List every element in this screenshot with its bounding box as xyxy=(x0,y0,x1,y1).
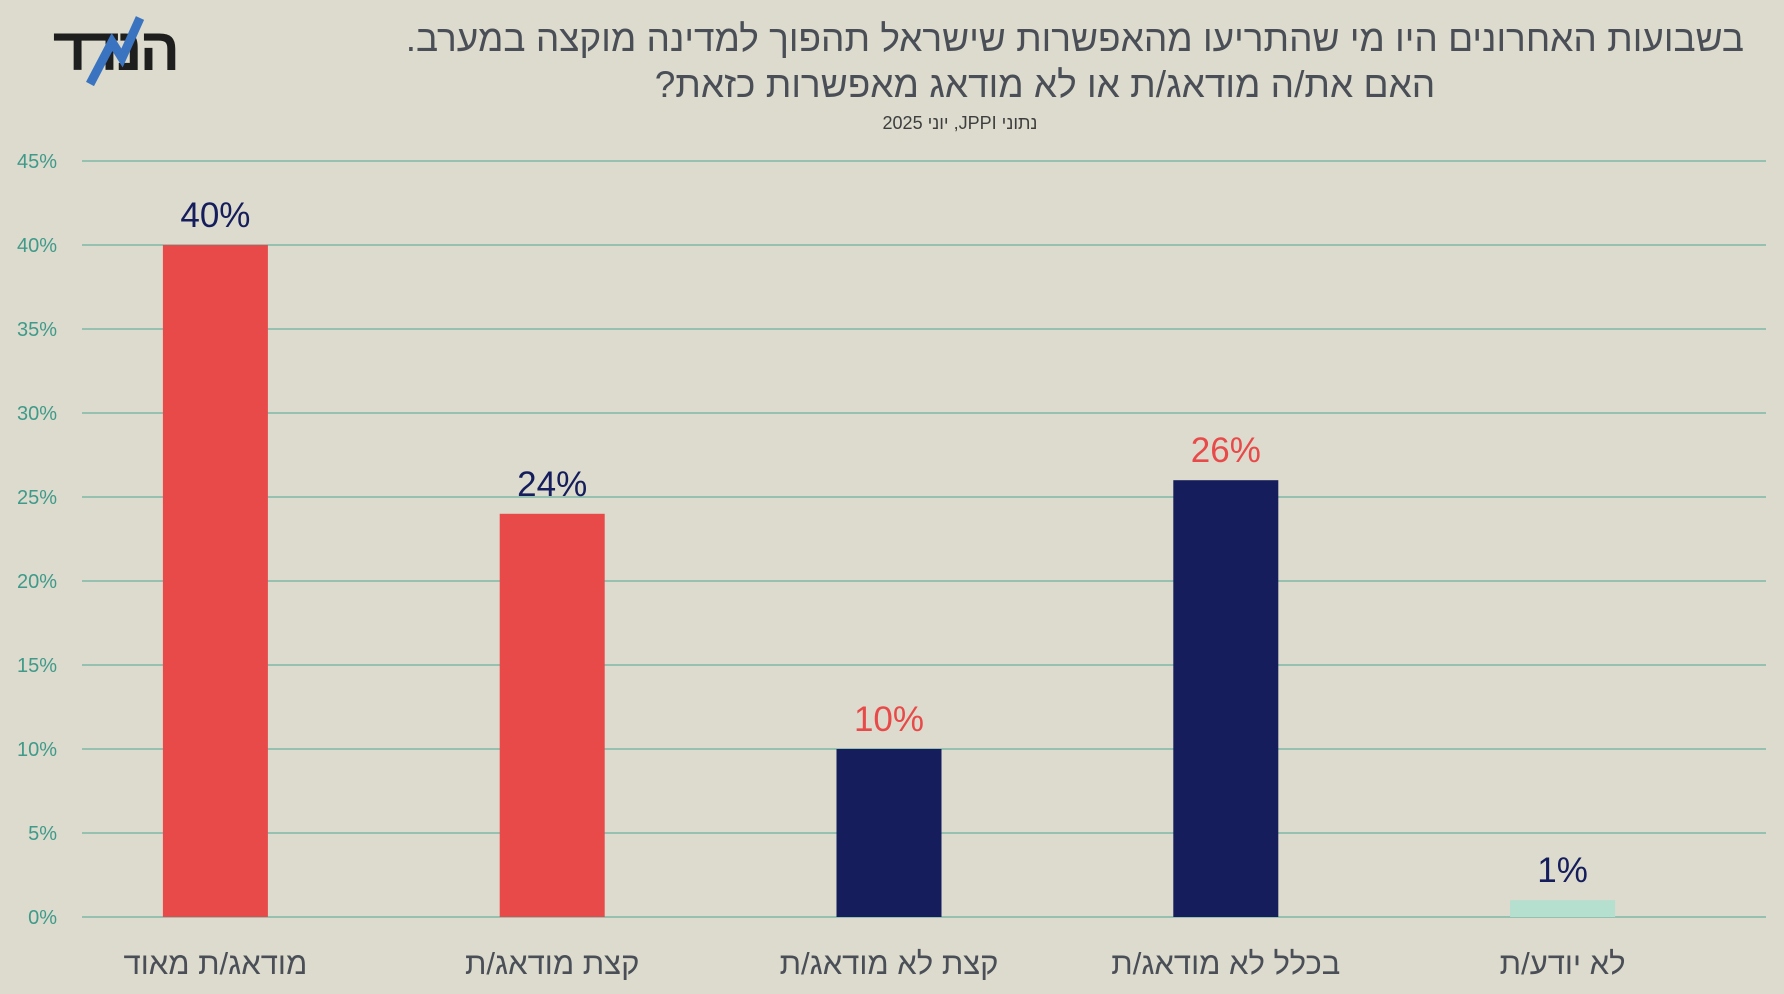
y-tick-label: 35% xyxy=(17,319,57,341)
y-tick-label: 15% xyxy=(17,655,57,677)
bar xyxy=(836,749,942,917)
x-category-label: קצת מודאג/ת xyxy=(465,946,639,981)
y-tick-label: 30% xyxy=(17,403,57,425)
x-category-label: לא יודע/ת xyxy=(1500,946,1626,981)
y-tick-label: 25% xyxy=(17,487,57,509)
y-tick-label: 40% xyxy=(17,235,57,257)
x-category-label: מודאג/ת מאוד xyxy=(124,946,308,981)
y-tick-label: 45% xyxy=(17,151,57,173)
data-label: 40% xyxy=(180,196,250,235)
bar xyxy=(162,245,268,917)
data-label: 26% xyxy=(1191,431,1261,470)
bar xyxy=(1510,900,1616,917)
chart-subtitle: נתוני JPPI, יוני 2025 xyxy=(882,113,1038,133)
y-tick-label: 5% xyxy=(28,823,57,845)
x-category-label: קצת לא מודאג/ת xyxy=(780,946,999,981)
logo-mark-icon xyxy=(86,16,145,87)
logo: הנדד xyxy=(22,14,182,90)
x-category-label: בכלל לא מודאג/ת xyxy=(1111,946,1340,981)
y-tick-label: 10% xyxy=(17,739,57,761)
bar xyxy=(499,513,605,917)
y-tick-label: 0% xyxy=(28,907,57,929)
data-label: 10% xyxy=(854,700,924,739)
bar xyxy=(1173,480,1279,917)
data-label: 1% xyxy=(1537,851,1588,890)
chart-title-line2: האם את/ה מודאג/ת או לא מודאג מאפשרות כזא… xyxy=(654,64,1436,105)
data-label: 24% xyxy=(517,465,587,504)
y-tick-label: 20% xyxy=(17,571,57,593)
chart-title-line1: בשבועות האחרונים היו מי שהתריעו מהאפשרות… xyxy=(405,18,1744,59)
